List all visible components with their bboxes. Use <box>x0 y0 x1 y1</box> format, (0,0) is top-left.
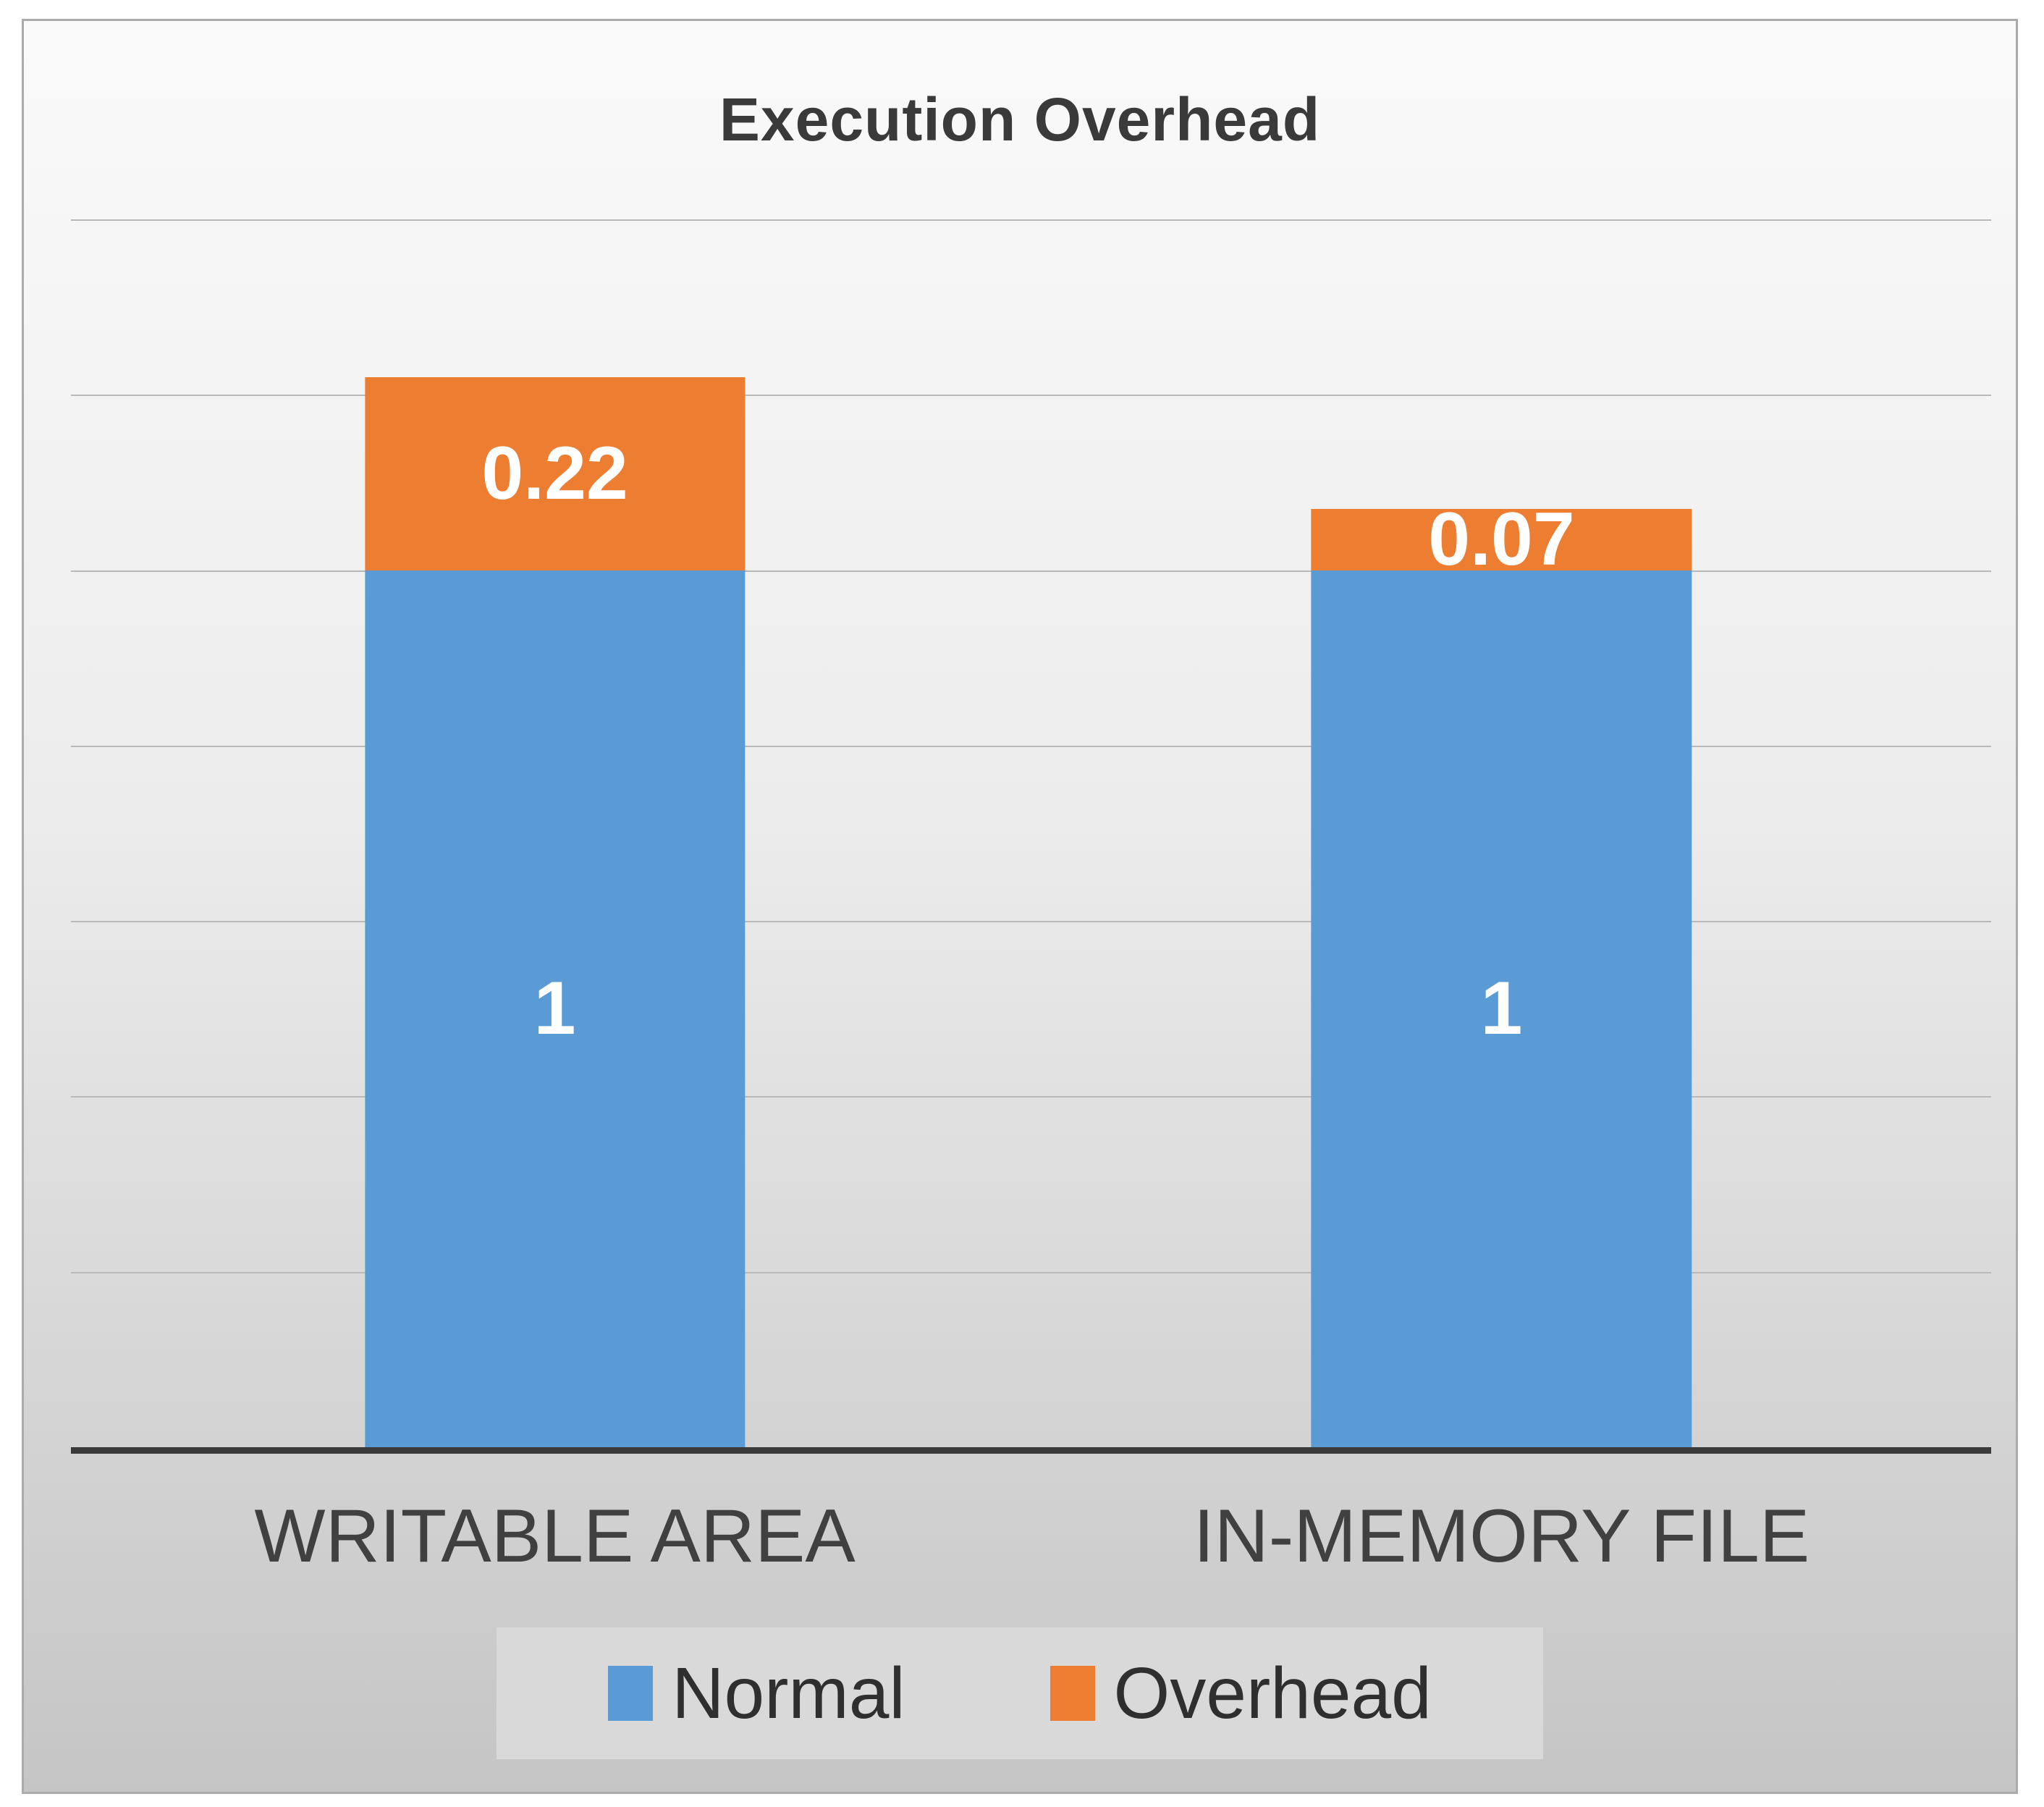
gridline <box>71 219 1991 221</box>
gridline <box>71 745 1991 747</box>
chart-panel: Execution Overhead 1 0.22 1 0.07 WRITABLE A… <box>22 19 2018 1794</box>
gridline <box>71 570 1991 572</box>
category-label-writable-area: WRITABLE AREA <box>254 1494 856 1578</box>
legend-item-overhead: Overhead <box>1050 1657 1432 1730</box>
legend-label-overhead: Overhead <box>1113 1653 1432 1734</box>
bar-group-in-memory-file: 1 0.07 <box>1311 219 1692 1447</box>
gridline <box>71 1096 1991 1098</box>
bar-segment-overhead: 0.07 <box>1311 502 1692 577</box>
legend: Normal Overhead <box>497 1627 1543 1759</box>
plot-area: 1 0.22 1 0.07 <box>71 219 1991 1454</box>
gridline <box>71 921 1991 923</box>
legend-swatch-normal <box>608 1666 654 1721</box>
bar-segment-overhead: 0.22 <box>364 377 746 570</box>
bar-value-label: 0.07 <box>1428 497 1575 582</box>
bar-segment-normal: 1 <box>1311 570 1692 1447</box>
bar-segment-normal: 1 <box>364 570 746 1447</box>
legend-label-normal: Normal <box>672 1653 905 1734</box>
gridline <box>71 395 1991 397</box>
bar-value-label: 1 <box>533 966 576 1051</box>
gridline <box>71 1271 1991 1273</box>
legend-swatch-overhead <box>1050 1666 1095 1721</box>
legend-item-normal: Normal <box>608 1657 905 1730</box>
bar-value-label: 0.22 <box>481 431 628 516</box>
x-axis-labels: WRITABLE AREA IN-MEMORY FILE <box>71 1494 1991 1602</box>
bar-value-label: 1 <box>1480 966 1523 1051</box>
category-label-in-memory-file: IN-MEMORY FILE <box>1193 1494 1810 1578</box>
chart-title: Execution Overhead <box>719 85 1321 153</box>
bar-group-writable-area: 1 0.22 <box>364 219 746 1447</box>
